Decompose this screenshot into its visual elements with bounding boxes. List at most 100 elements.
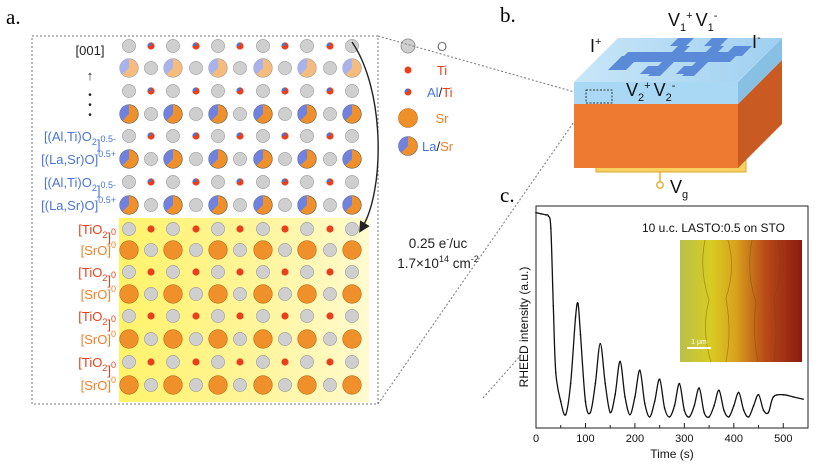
- data-point: [737, 391, 740, 394]
- ti-atom: [147, 358, 155, 366]
- ti-atom: [236, 358, 244, 366]
- layer-label: [TiO2]0: [78, 222, 116, 245]
- connector-line-c: [482, 353, 523, 399]
- lasr-atom: [208, 195, 228, 215]
- sr-atom: [163, 375, 183, 395]
- legend-o-label: O: [437, 39, 447, 54]
- lasr-atom: [208, 149, 228, 169]
- oxygen-atom: [211, 222, 225, 236]
- oxygen-atom: [278, 107, 292, 121]
- oxygen-atom: [256, 222, 270, 236]
- layer-label: [TiO2]0: [78, 265, 116, 288]
- oxygen-atom: [166, 84, 180, 98]
- ti-atom: [147, 312, 155, 320]
- alti-atom-half: [192, 87, 196, 91]
- ti-atom: [236, 268, 244, 276]
- connector-line: [377, 105, 586, 405]
- oxygen-atom: [278, 243, 292, 257]
- data-point: [713, 405, 715, 407]
- lasr-atom: [119, 104, 139, 124]
- oxygen-atom: [278, 198, 292, 212]
- oxygen-atom: [256, 129, 270, 143]
- i-minus-label: I-: [752, 32, 761, 52]
- v2-label: V2+ V2-: [626, 80, 676, 104]
- oxygen-atom: [345, 265, 359, 279]
- oxygen-atom: [256, 175, 270, 189]
- oxygen-atom: [189, 107, 203, 121]
- oxygen-atom: [345, 175, 359, 189]
- y-axis-label: RHEED intensity (a.u.): [517, 267, 531, 388]
- lasr-atom: [208, 104, 228, 124]
- lasr-atom: [163, 58, 183, 78]
- atom-lattice: [119, 39, 362, 395]
- panel-a-label: a.: [6, 5, 21, 29]
- oxygen-atom: [300, 175, 314, 189]
- legend-alti-label: Al/Ti: [427, 85, 453, 100]
- legend-lasr-icon-half: [398, 136, 408, 153]
- oxygen-atom: [323, 287, 337, 301]
- data-point: [594, 382, 597, 385]
- alti-atom-half: [236, 42, 240, 46]
- data-point: [678, 382, 681, 385]
- oxygen-atom: [345, 39, 359, 53]
- oxygen-atom: [233, 332, 247, 346]
- layer-label: [TiO2]0: [78, 309, 116, 332]
- legend-alti-icon-half: [404, 88, 408, 92]
- data-point: [577, 302, 579, 305]
- oxygen-atom: [300, 222, 314, 236]
- lasr-atom: [297, 149, 317, 169]
- data-point: [569, 382, 572, 385]
- oxygen-atom: [323, 61, 337, 75]
- oxygen-atom: [166, 309, 180, 323]
- v1-label: V1+ V1-: [668, 10, 718, 34]
- data-point: [663, 407, 666, 409]
- x-tick-label: 300: [675, 433, 693, 445]
- sr-atom: [297, 284, 317, 304]
- alti-atom-half: [147, 42, 151, 46]
- layer-label: [SrO]0: [81, 284, 116, 302]
- data-point: [728, 416, 730, 418]
- ti-atom: [281, 225, 289, 233]
- afm-inset: 1 μm: [680, 239, 802, 363]
- sr-atom: [119, 329, 139, 349]
- oxygen-atom: [189, 378, 203, 392]
- ti-atom: [192, 358, 200, 366]
- sr-atom: [342, 375, 362, 395]
- oxygen-atom: [144, 107, 158, 121]
- lasr-atom: [342, 195, 362, 215]
- panel-a-frame: [31, 35, 379, 405]
- lasr-atom: [119, 58, 139, 78]
- data-point: [782, 393, 785, 396]
- connector-line: [377, 35, 586, 96]
- lasr-atom: [119, 149, 139, 169]
- substrate-side: [738, 60, 782, 168]
- oxygen-atom: [166, 129, 180, 143]
- oxygen-atom: [300, 265, 314, 279]
- sr-atom: [297, 329, 317, 349]
- scale-bar-label: 1 μm: [691, 339, 707, 346]
- oxygen-atom: [144, 287, 158, 301]
- data-point: [757, 393, 760, 396]
- oxygen-atom: [323, 332, 337, 346]
- oxygen-atom: [233, 198, 247, 212]
- oxygen-atom: [144, 152, 158, 166]
- data-point: [733, 405, 735, 407]
- data-point: [540, 212, 542, 215]
- sr-atom: [208, 375, 228, 395]
- sr-atom: [163, 240, 183, 260]
- data-point: [683, 409, 686, 412]
- data-point: [718, 389, 720, 392]
- oxygen-atom: [122, 222, 136, 236]
- lasr-atom: [297, 195, 317, 215]
- oxygen-atom: [345, 129, 359, 143]
- oxygen-atom: [323, 198, 337, 212]
- data-point: [599, 342, 602, 345]
- alti-atom-half: [236, 178, 240, 182]
- data-point: [668, 416, 671, 418]
- rheed-chart: 0 100 200 300 400 500 Time (s) RHEED intensity …: [517, 205, 809, 461]
- data-point: [564, 413, 567, 416]
- data-point: [762, 409, 765, 412]
- charge-transfer-arrow: [351, 41, 379, 233]
- i-plus-label: I+: [590, 36, 601, 56]
- data-point: [772, 396, 775, 398]
